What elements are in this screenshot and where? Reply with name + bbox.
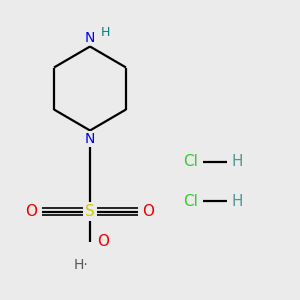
Text: H: H [100, 26, 110, 39]
Text: N: N [85, 31, 95, 45]
Text: O: O [98, 234, 110, 249]
Text: N: N [85, 132, 95, 146]
Text: S: S [85, 204, 95, 219]
Text: Cl: Cl [183, 194, 198, 208]
Text: O: O [26, 204, 38, 219]
Text: O: O [142, 204, 154, 219]
Text: H: H [231, 154, 243, 169]
Text: H·: H· [74, 258, 88, 272]
Text: Cl: Cl [183, 154, 198, 169]
Text: H: H [231, 194, 243, 208]
